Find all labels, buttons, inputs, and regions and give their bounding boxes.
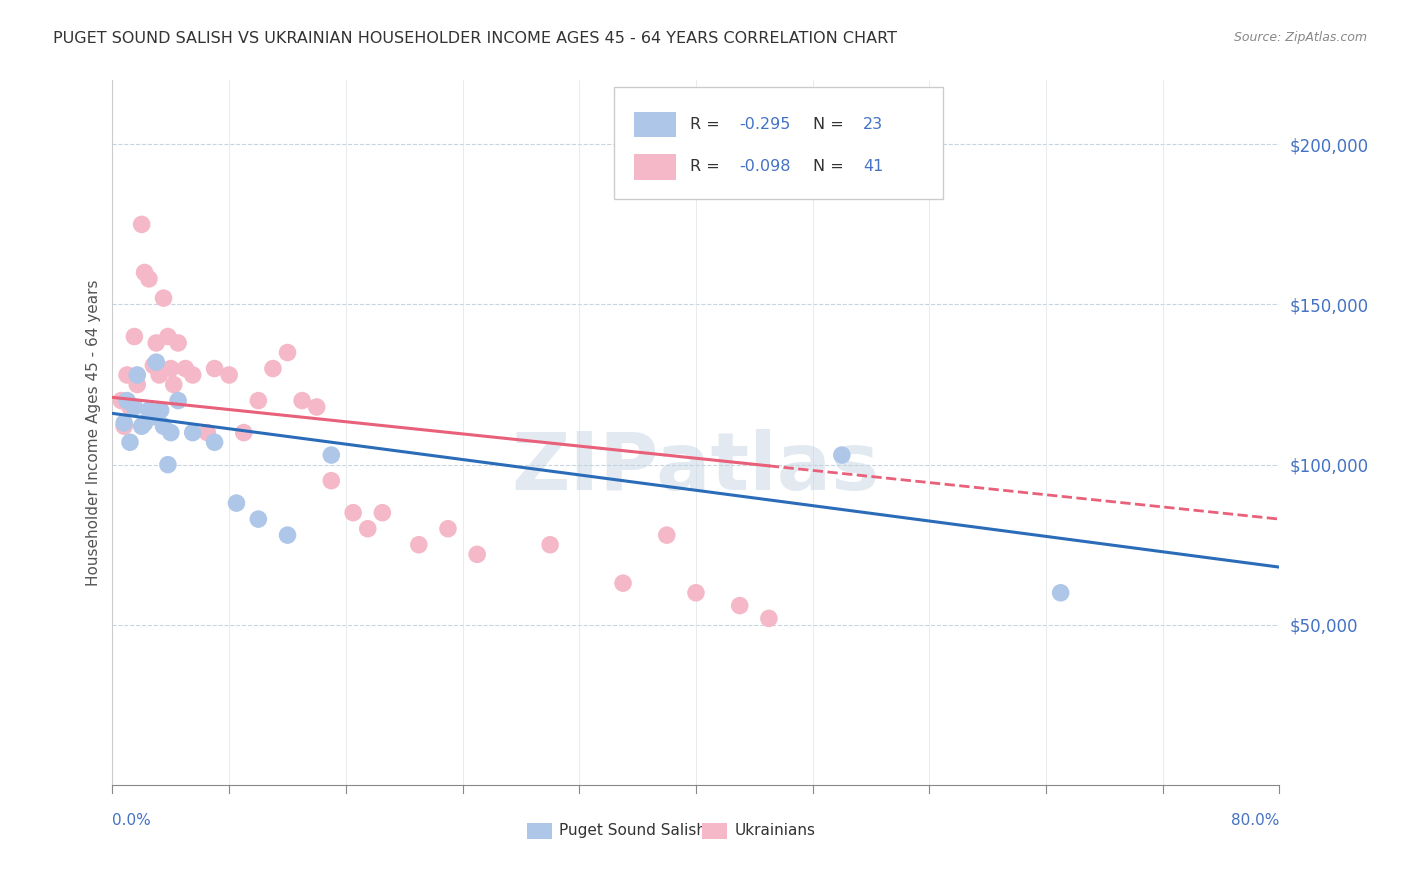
Text: R =: R = [690,117,725,132]
Point [149,403,172,417]
Text: Ukrainians: Ukrainians [734,823,815,838]
Text: -0.295: -0.295 [740,117,790,132]
Point [142,359,165,373]
Point [134,416,156,430]
Point [291,393,314,408]
Point [145,335,167,350]
Point [277,345,299,359]
Point [148,368,170,382]
Text: 41: 41 [863,160,883,175]
Text: -0.098: -0.098 [740,160,790,175]
Point [131,218,153,232]
Point [138,403,160,417]
Text: Puget Sound Salish: Puget Sound Salish [560,823,706,838]
Point [152,291,174,305]
Point [127,377,149,392]
Point [371,506,394,520]
Point [195,425,218,440]
Point [465,547,488,561]
Point [118,400,141,414]
Point [225,496,247,510]
Point [145,355,167,369]
Point [204,361,226,376]
Text: N =: N = [813,117,849,132]
Point [247,512,270,526]
Point [218,368,240,382]
Point [277,528,299,542]
Point [728,599,751,613]
Point [204,435,226,450]
Point [538,538,561,552]
Point [112,416,135,430]
Point [685,586,707,600]
Point [112,419,135,434]
Point [134,265,156,279]
Point [118,435,141,450]
Point [247,393,270,408]
Text: N =: N = [813,160,849,175]
Point [655,528,678,542]
FancyBboxPatch shape [527,823,553,838]
Point [167,393,190,408]
Point [342,506,364,520]
Text: Source: ZipAtlas.com: Source: ZipAtlas.com [1233,31,1367,45]
Point [305,400,328,414]
Point [160,425,183,440]
Point [124,400,146,414]
Point [115,393,138,408]
Point [152,419,174,434]
Point [142,409,165,424]
FancyBboxPatch shape [702,823,727,838]
Point [138,272,160,286]
Text: R =: R = [690,160,725,175]
Point [357,522,380,536]
Point [160,361,183,376]
Text: 0.0%: 0.0% [112,814,152,828]
Point [262,361,284,376]
Text: 23: 23 [863,117,883,132]
Point [167,335,190,350]
Point [321,448,343,462]
Point [110,393,132,408]
Point [758,611,780,625]
Point [124,329,146,343]
Point [321,474,343,488]
Point [156,458,179,472]
Point [232,425,254,440]
Point [127,368,149,382]
Point [1049,586,1071,600]
Text: ZIPatlas: ZIPatlas [512,429,880,507]
Point [163,377,186,392]
Point [612,576,634,591]
Point [156,329,179,343]
Point [181,425,204,440]
Point [131,419,153,434]
Point [437,522,460,536]
Text: 80.0%: 80.0% [1232,814,1279,828]
Point [115,368,138,382]
Point [408,538,430,552]
FancyBboxPatch shape [634,112,676,137]
FancyBboxPatch shape [634,154,676,179]
FancyBboxPatch shape [614,87,943,199]
Point [831,448,853,462]
Point [174,361,197,376]
Point [181,368,204,382]
Text: PUGET SOUND SALISH VS UKRAINIAN HOUSEHOLDER INCOME AGES 45 - 64 YEARS CORRELATIO: PUGET SOUND SALISH VS UKRAINIAN HOUSEHOL… [53,31,897,46]
Y-axis label: Householder Income Ages 45 - 64 years: Householder Income Ages 45 - 64 years [86,279,101,586]
